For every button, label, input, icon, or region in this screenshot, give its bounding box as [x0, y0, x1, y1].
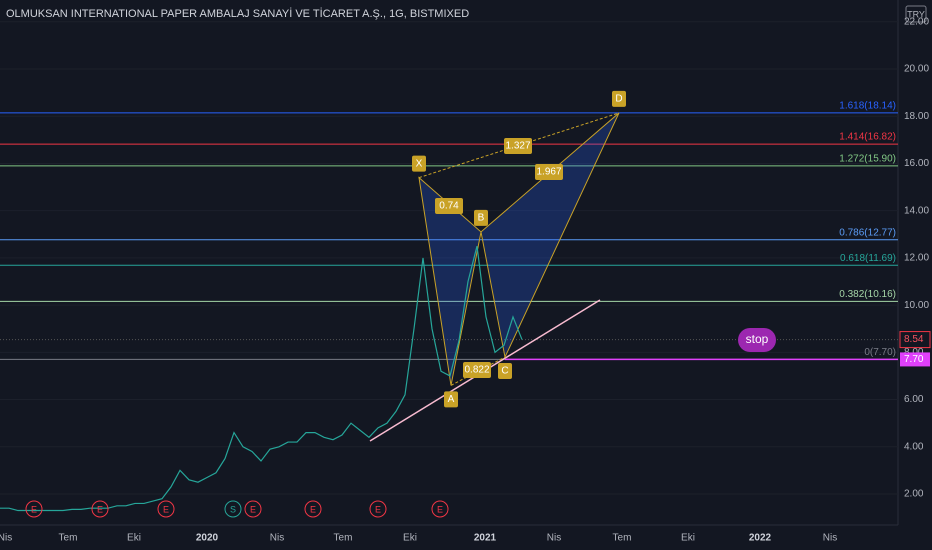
fib-label: 0.786(12.77)	[839, 227, 896, 238]
time-tick-label: Tem	[334, 533, 353, 544]
point-label: D	[615, 94, 622, 105]
point-badge	[498, 363, 512, 380]
event-marker	[244, 500, 262, 518]
fib-label: 1.618(18.14)	[839, 101, 896, 112]
price-tick-label: 16.00	[904, 158, 929, 169]
event-marker	[304, 500, 322, 518]
point-label: X	[416, 158, 423, 169]
ratio-badge	[504, 138, 532, 154]
currency[interactable]: TRY	[907, 9, 925, 19]
time-tick-label: Tem	[59, 533, 78, 544]
time-tick-label: Eki	[681, 533, 695, 544]
event-marker	[431, 500, 449, 518]
stop-price-box	[900, 352, 930, 367]
ratio-badge	[435, 198, 463, 214]
time-tick-label: Nis	[270, 533, 284, 544]
point-badge	[412, 155, 426, 172]
fib-label: 0.618(11.69)	[840, 253, 896, 264]
ratio-label: 1.967	[536, 167, 561, 178]
fib-label: 0.382(10.16)	[839, 289, 896, 300]
currency-box[interactable]	[905, 5, 927, 23]
price-tick-label: 18.00	[904, 111, 929, 122]
event-label: E	[437, 504, 443, 514]
time-tick-label: Eki	[403, 533, 417, 544]
ratio-badge	[463, 362, 491, 378]
price-tick-label: 14.00	[904, 205, 929, 216]
ratio-label: 1.327	[505, 141, 530, 152]
fib-label: 1.414(16.82)	[839, 132, 896, 143]
price-tick-label: 20.00	[904, 64, 929, 75]
time-tick-label: 2020	[196, 533, 219, 544]
time-tick-label: Tem	[613, 533, 632, 544]
ratio-label: 0.74	[439, 201, 459, 212]
event-label: E	[250, 504, 256, 514]
event-label: E	[375, 504, 381, 514]
price-tick-label: 4.00	[904, 441, 924, 452]
ratio-label: 0.822	[464, 365, 489, 376]
event-marker	[91, 500, 109, 518]
last-price-box	[899, 331, 931, 349]
price-tick-label: 2.00	[904, 489, 924, 500]
fib-label: 0(7.70)	[864, 347, 896, 358]
time-tick-label: 2021	[474, 533, 497, 544]
point-badge	[612, 90, 626, 107]
ratio-badge	[535, 164, 563, 180]
fib-label: 1.272(15.90)	[839, 153, 896, 164]
event-label: E	[97, 504, 103, 514]
event-marker	[369, 500, 387, 518]
title: OLMUKSAN INTERNATIONAL PAPER AMBALAJ SAN…	[6, 7, 469, 20]
stop-badge	[738, 328, 776, 352]
price-tick-label: 6.00	[904, 394, 924, 405]
price-line	[0, 245, 523, 512]
time-tick-label: 2022	[749, 533, 772, 544]
time-tick-label: Nis	[823, 533, 837, 544]
event-label: E	[163, 504, 169, 514]
price-tick-label: 12.00	[904, 253, 929, 264]
time-tick-label: Nis	[0, 533, 12, 544]
event-marker	[25, 500, 43, 518]
point-badge	[474, 209, 488, 226]
point-label: B	[478, 213, 485, 224]
time-tick-label: Eki	[127, 533, 141, 544]
event-label: E	[31, 504, 37, 514]
event-label: S	[230, 504, 236, 514]
point-badge	[444, 391, 458, 408]
last-price: 8.54	[904, 334, 924, 345]
point-label: C	[501, 366, 508, 377]
event-marker	[157, 500, 175, 518]
time-tick-label: Nis	[547, 533, 561, 544]
event-marker	[224, 500, 242, 518]
event-label: E	[310, 504, 316, 514]
stop-price: 7.70	[904, 354, 924, 365]
stop-label: stop	[746, 332, 769, 346]
price-tick-label: 10.00	[904, 300, 929, 311]
price-tick-label: 22.00	[904, 16, 929, 27]
point-label: A	[448, 394, 455, 405]
